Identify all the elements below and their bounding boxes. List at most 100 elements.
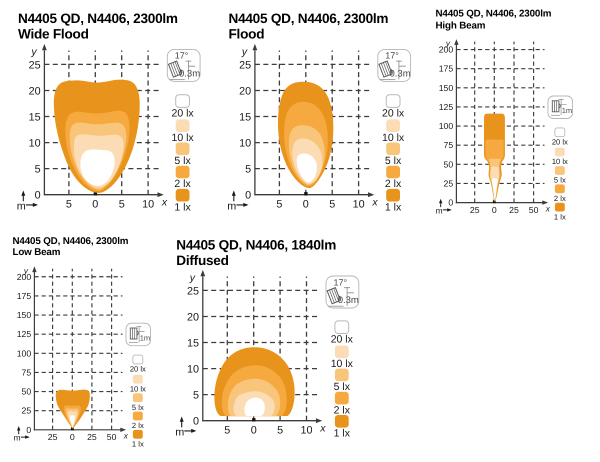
svg-text:200: 200 (17, 272, 32, 282)
svg-text:75: 75 (22, 367, 32, 377)
svg-text:10: 10 (300, 425, 312, 437)
svg-text:0: 0 (92, 199, 98, 211)
svg-text:x: x (371, 197, 378, 209)
svg-text:y: y (241, 46, 248, 58)
svg-text:25: 25 (29, 59, 41, 71)
svg-text:x: x (545, 204, 551, 213)
svg-text:50: 50 (107, 432, 117, 442)
svg-text:10 lx: 10 lx (382, 132, 405, 144)
svg-text:m: m (436, 205, 443, 215)
svg-text:20 lx: 20 lx (331, 333, 354, 345)
svg-text:10 lx: 10 lx (130, 384, 146, 393)
svg-text:5: 5 (276, 199, 282, 211)
svg-text:2 lx: 2 lx (334, 404, 351, 416)
svg-text:Wide Flood: Wide Flood (18, 27, 89, 42)
svg-text:25: 25 (444, 178, 454, 188)
svg-text:1m: 1m (140, 333, 150, 342)
svg-text:2 lx: 2 lx (174, 178, 191, 190)
svg-text:5 lx: 5 lx (554, 176, 566, 185)
svg-text:5: 5 (193, 390, 199, 402)
svg-text:10 lx: 10 lx (331, 358, 354, 370)
svg-text:1m: 1m (562, 106, 572, 115)
svg-text:y: y (23, 266, 29, 275)
svg-text:20 lx: 20 lx (130, 365, 146, 374)
svg-text:17°: 17° (385, 51, 399, 61)
svg-text:0.3m: 0.3m (338, 295, 359, 306)
svg-text:150: 150 (17, 310, 32, 320)
svg-text:10: 10 (29, 138, 41, 150)
svg-text:5: 5 (245, 164, 251, 176)
svg-text:125: 125 (439, 102, 454, 112)
svg-text:10: 10 (239, 138, 251, 150)
svg-text:m: m (227, 201, 236, 213)
svg-text:2 lx: 2 lx (132, 421, 144, 430)
svg-text:17°: 17° (175, 51, 189, 61)
svg-text:5 lx: 5 lx (174, 155, 191, 167)
svg-text:25: 25 (239, 59, 251, 71)
svg-text:15: 15 (239, 111, 251, 123)
svg-text:0: 0 (70, 432, 75, 442)
svg-text:1 lx: 1 lx (385, 201, 402, 213)
svg-text:10: 10 (187, 364, 199, 376)
svg-text:20: 20 (239, 85, 251, 97)
svg-text:100: 100 (439, 121, 454, 131)
svg-text:5: 5 (277, 425, 283, 437)
svg-text:10 lx: 10 lx (552, 157, 568, 166)
svg-text:20 lx: 20 lx (552, 138, 568, 147)
svg-text:0: 0 (26, 425, 31, 435)
svg-text:N4405 QD, N4406, 2300lm: N4405 QD, N4406, 2300lm (13, 236, 129, 247)
svg-text:N4405 QD, N4406, 2300lm: N4405 QD, N4406, 2300lm (229, 11, 389, 26)
svg-text:x: x (123, 432, 129, 441)
svg-text:0: 0 (303, 199, 309, 211)
svg-text:50: 50 (444, 159, 454, 169)
svg-text:Low Beam: Low Beam (13, 247, 61, 258)
svg-text:5: 5 (329, 199, 335, 211)
svg-text:50: 50 (22, 387, 32, 397)
svg-text:High Beam: High Beam (436, 21, 486, 32)
svg-text:y: y (445, 39, 451, 48)
svg-text:25: 25 (48, 432, 58, 442)
svg-text:5: 5 (35, 164, 41, 176)
svg-text:1 lx: 1 lx (554, 212, 566, 221)
svg-text:5 lx: 5 lx (132, 403, 144, 412)
svg-text:15: 15 (29, 111, 41, 123)
svg-text:Diffused: Diffused (176, 253, 228, 268)
svg-text:1 lx: 1 lx (334, 428, 351, 440)
svg-text:100: 100 (17, 348, 32, 358)
svg-text:25: 25 (87, 432, 97, 442)
svg-text:y: y (189, 272, 196, 284)
svg-text:15: 15 (187, 337, 199, 349)
svg-text:m: m (14, 433, 21, 443)
svg-text:m: m (17, 201, 26, 213)
svg-text:10: 10 (142, 199, 154, 211)
svg-text:125: 125 (17, 329, 32, 339)
svg-text:x: x (161, 197, 168, 209)
svg-text:2 lx: 2 lx (554, 194, 566, 203)
svg-text:175: 175 (439, 64, 454, 74)
svg-text:0: 0 (251, 425, 257, 437)
svg-text:2 lx: 2 lx (385, 178, 402, 190)
svg-text:N4405 QD, N4406, 1840lm: N4405 QD, N4406, 1840lm (176, 238, 336, 253)
svg-text:20: 20 (187, 311, 199, 323)
svg-text:0.3m: 0.3m (390, 69, 411, 80)
svg-text:5 lx: 5 lx (385, 155, 402, 167)
svg-text:25: 25 (509, 205, 519, 215)
svg-text:150: 150 (439, 83, 454, 93)
svg-text:50: 50 (529, 205, 539, 215)
svg-text:20: 20 (29, 85, 41, 97)
svg-text:1 lx: 1 lx (174, 201, 191, 213)
svg-text:y: y (30, 46, 37, 58)
svg-text:75: 75 (444, 140, 454, 150)
svg-text:1 lx: 1 lx (132, 440, 144, 449)
svg-text:0.3m: 0.3m (179, 69, 200, 80)
svg-text:5: 5 (66, 199, 72, 211)
svg-text:0: 0 (35, 190, 41, 202)
svg-text:25: 25 (187, 285, 199, 297)
svg-text:10 lx: 10 lx (172, 132, 195, 144)
svg-text:N4405 QD, N4406, 2300lm: N4405 QD, N4406, 2300lm (436, 9, 552, 20)
svg-text:20 lx: 20 lx (382, 107, 405, 119)
svg-text:10: 10 (353, 199, 365, 211)
svg-text:m: m (175, 427, 184, 439)
svg-text:25: 25 (470, 205, 480, 215)
svg-text:0: 0 (448, 198, 453, 208)
